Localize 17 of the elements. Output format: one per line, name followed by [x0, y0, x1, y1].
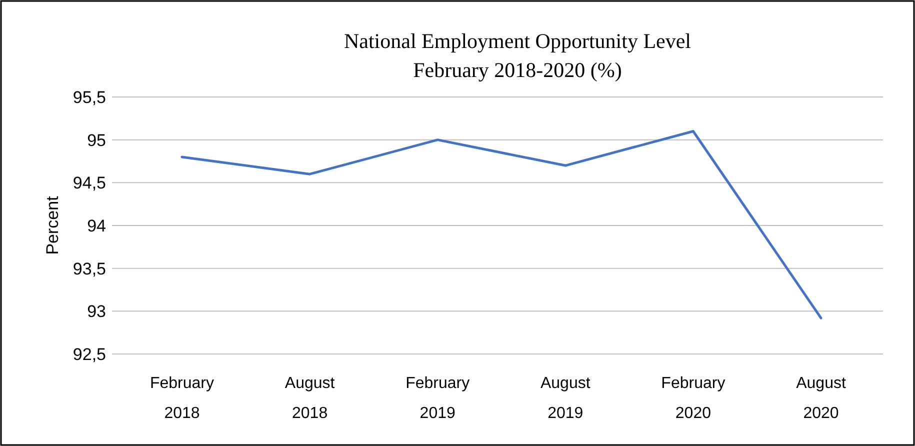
y-tick-label: 93,5: [72, 259, 106, 278]
y-tick-label: 95,5: [72, 88, 106, 107]
y-axis-title: Percent: [43, 196, 62, 255]
chart-title: National Employment Opportunity Level: [344, 29, 692, 53]
x-tick-label: February 2020: [661, 375, 726, 422]
line-series: [180, 130, 822, 320]
x-tick-label: August 2019: [540, 375, 591, 422]
x-tick-label: February 2018: [150, 375, 214, 422]
x-tick-label: February 2019: [406, 375, 470, 422]
y-tick-label: 92,5: [72, 344, 106, 364]
chart-subtitle: February 2018-2020 (%): [413, 58, 622, 82]
x-tick-label: August 2020: [796, 375, 846, 422]
y-tick-label: 93: [87, 302, 106, 322]
x-tick-label: August 2018: [284, 375, 336, 422]
y-tick-label: 95: [87, 130, 106, 150]
y-tick-label: 94: [87, 216, 106, 236]
y-tick-label: 94,5: [72, 174, 106, 193]
